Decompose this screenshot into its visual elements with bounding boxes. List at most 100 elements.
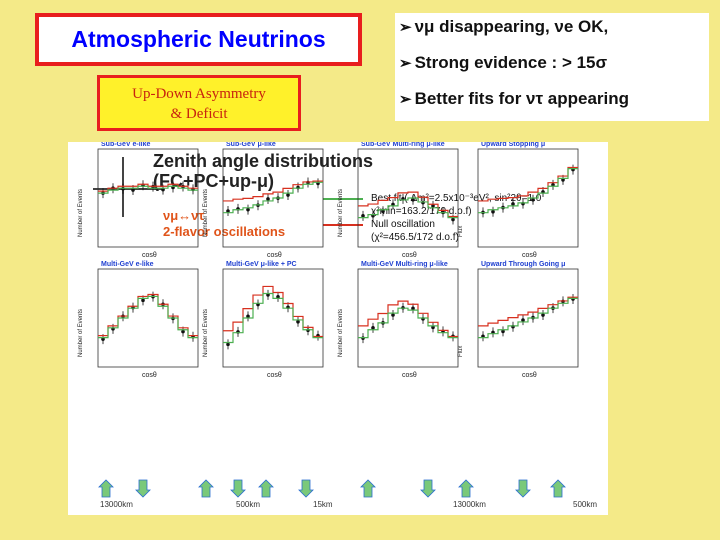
data-point: [511, 202, 515, 206]
data-point: [561, 178, 565, 182]
bestfit-histogram: [358, 197, 458, 219]
y-axis-label: Number of Events: [78, 309, 84, 357]
panel-label: Sub-GeV e-like: [101, 142, 151, 148]
arrow-bullet-icon: ➢: [399, 91, 412, 108]
oscillation-line2: 2-flavor oscillations: [163, 224, 286, 239]
x-axis-label: cosθ: [267, 372, 282, 379]
bullet-item: ➢ Strong evidence : > 15σ: [399, 53, 705, 89]
bullet-text: νμ disappearing, νe OK,: [414, 17, 609, 36]
arrow-bullet-icon: ➢: [399, 19, 412, 36]
x-axis-label: cosθ: [267, 252, 282, 259]
panel-label: Upward Stopping μ: [481, 142, 545, 148]
bestfit-histogram: [98, 185, 198, 194]
data-point: [296, 185, 300, 190]
data-point: [411, 306, 415, 311]
panel-frame: [222, 268, 324, 368]
panel-frame: [477, 268, 579, 368]
oscillation-label: νμ↔ντ 2-flavor oscillations: [163, 208, 285, 240]
asymmetry-box: Up-Down Asymmetry & Deficit: [97, 75, 301, 131]
distance-label: 13000km: [100, 500, 133, 509]
data-point: [246, 207, 250, 212]
direction-arrow-icon: [515, 479, 531, 498]
asymmetry-line1: Up-Down Asymmetry: [132, 86, 266, 102]
legend-row-bestfit-sub: χ²min=163.2/170 d.o.f): [323, 205, 541, 218]
arrow-bullet-icon: ➢: [399, 55, 412, 72]
bullet-text: Strong evidence : > 15σ: [414, 53, 608, 72]
direction-arrow-icon: [550, 479, 566, 498]
direction-arrow-icon: [420, 479, 436, 498]
data-point: [296, 319, 300, 324]
histogram-panels: Sub-GeV e-like cosθ Number of Events Sub-Ge…: [78, 142, 579, 498]
panel-label: Multi-GeV μ-like + PC: [226, 261, 297, 268]
bullet-item: ➢ νμ disappearing, νe OK,: [399, 17, 705, 53]
panel-frame: [477, 148, 579, 248]
zenith-figure: Zenith angle distributions (FC+PC+up-μ) …: [68, 142, 608, 515]
panel-label: Multi-GeV e-like: [101, 261, 154, 268]
data-point: [431, 204, 435, 208]
data-point: [266, 197, 270, 201]
x-axis-label: cosθ: [142, 372, 157, 379]
bestfit-histogram: [223, 181, 323, 214]
distance-label: 13000km: [453, 500, 486, 509]
data-point: [246, 314, 250, 319]
data-point: [501, 329, 505, 334]
panel-label: Upward Through Going μ: [481, 261, 565, 268]
x-axis-label: cosθ: [142, 252, 157, 259]
y-axis-label: Number of Events: [338, 309, 344, 357]
data-point: [541, 313, 545, 317]
data-point: [276, 295, 280, 299]
bestfit-histogram: [358, 307, 458, 339]
distance-label: 500km: [236, 500, 261, 509]
distance-label: 15km: [313, 500, 333, 509]
legend-row-bestfit: Best fit ( Δm²=2.5x10⁻³eV², sin²2θ=1.0: [323, 192, 541, 205]
data-point: [371, 326, 375, 330]
bullet-list: ➢ νμ disappearing, νe OK, ➢ Strong evide…: [395, 13, 709, 121]
axis-cross-horizontal: [93, 188, 163, 190]
legend-label-bestfit: Best fit ( Δm²=2.5x10⁻³eV², sin²2θ=1.0: [371, 193, 542, 204]
panel-frame: [357, 148, 459, 248]
legend-label-null: Null oscillation: [371, 219, 435, 230]
direction-arrow-icon: [360, 479, 376, 498]
y-axis-label: Flux: [458, 346, 464, 357]
x-axis-label: cosθ: [402, 252, 417, 259]
legend-sub-bestfit: χ²min=163.2/170 d.o.f): [371, 206, 472, 217]
direction-arrow-icon: [98, 479, 114, 498]
direction-arrow-icon: [198, 479, 214, 498]
legend-row-null-sub: (χ²=456.5/172 d.o.f): [323, 231, 541, 244]
panel-label: Sub-GeV Multi-ring μ-like: [361, 142, 445, 148]
data-point: [226, 342, 230, 347]
direction-arrow-icon: [298, 479, 314, 498]
y-axis-label: Number of Events: [203, 309, 209, 357]
distance-row: 13000km 500km 15km 13000km 500km: [68, 472, 608, 512]
bestfit-histogram: [98, 295, 198, 339]
bestfit-histogram: [223, 292, 323, 344]
data-point: [286, 193, 290, 197]
y-axis-label: Number of Events: [338, 189, 344, 237]
legend-row-null: Null oscillation: [323, 218, 541, 231]
y-axis-label: Number of Events: [78, 189, 84, 237]
legend-swatch-bestfit: [323, 197, 363, 200]
data-point: [391, 313, 395, 317]
panel-frame: [222, 148, 324, 248]
x-axis-label: cosθ: [522, 252, 537, 259]
null-oscillation-histogram: [478, 296, 578, 327]
data-point: [381, 209, 385, 214]
y-axis-label: Number of Events: [203, 189, 209, 237]
oscillation-line1: νμ↔ντ: [163, 208, 205, 223]
bestfit-histogram: [478, 168, 578, 214]
bullet-text: Better fits for ντ appearing: [414, 89, 630, 108]
null-oscillation-histogram: [98, 183, 198, 192]
legend-swatch-null: [323, 223, 363, 226]
legend-sub-null: (χ²=456.5/172 d.o.f): [371, 232, 459, 243]
data-point: [141, 298, 145, 303]
x-axis-label: cosθ: [522, 372, 537, 379]
y-axis-label: Flux: [458, 226, 464, 237]
data-point: [491, 209, 495, 214]
panel-frame: [97, 268, 199, 368]
null-oscillation-histogram: [223, 180, 323, 202]
x-axis-label: cosθ: [402, 372, 417, 379]
figure-title-line1: Zenith angle distributions: [153, 151, 373, 171]
panel-label: Multi-GeV Multi-ring μ-like: [361, 261, 448, 268]
direction-arrow-icon: [230, 479, 246, 498]
distance-label: 500km: [573, 500, 598, 509]
